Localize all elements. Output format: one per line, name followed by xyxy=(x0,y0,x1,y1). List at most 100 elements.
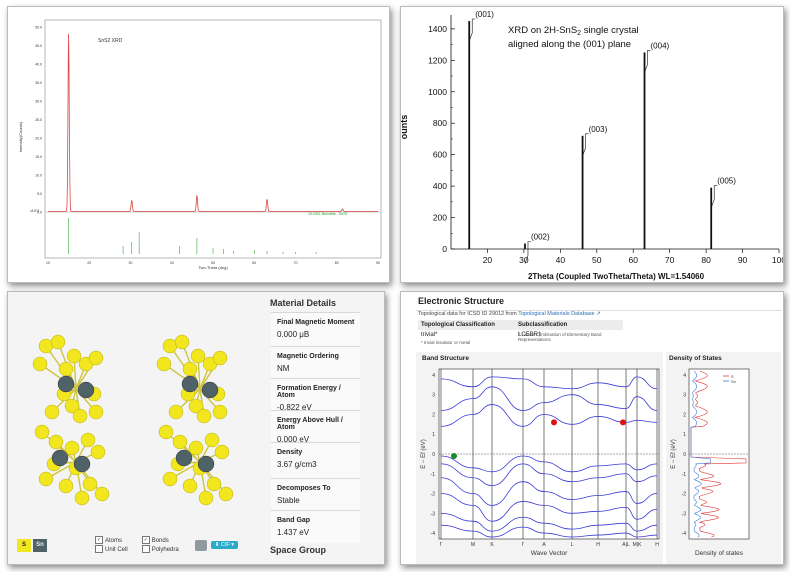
peak-bar xyxy=(524,243,526,249)
xrd-ytick: 15.0 xyxy=(35,155,42,159)
energy-band xyxy=(440,512,658,532)
atoms-toggle[interactable]: ✓ Atoms xyxy=(95,536,123,545)
chart-title-line2: aligned along the (001) plane xyxy=(508,39,631,50)
y-axis-label: ounts xyxy=(401,115,409,140)
atoms-checkbox[interactable]: ✓ xyxy=(95,536,103,545)
band-ytick: 1 xyxy=(432,432,435,438)
y-tick-label: 400 xyxy=(433,181,447,191)
dos-ytick: 2 xyxy=(683,412,686,418)
peak-label: (001) xyxy=(475,10,494,19)
property-label: Energy Above Hull / Atom xyxy=(277,417,343,431)
property-value: NM xyxy=(277,364,290,373)
sulfur-atom xyxy=(158,424,174,440)
peak-leader-line xyxy=(524,241,531,264)
energy-band xyxy=(440,386,658,411)
energy-band xyxy=(440,477,658,506)
sulfur-atom xyxy=(188,440,204,456)
sulfur-atom xyxy=(64,440,80,456)
crystal-structure-viewer[interactable] xyxy=(10,294,265,534)
k-point-label: Γ xyxy=(522,542,525,548)
sulfur-atom xyxy=(188,398,204,414)
sulfur-atom xyxy=(162,471,178,487)
energy-band xyxy=(440,524,658,538)
polyhedra-toggle[interactable]: Polyhedra xyxy=(141,545,179,553)
peak-label: (004) xyxy=(651,41,670,50)
property-row: Final Magnetic Moment 0.000 μB xyxy=(271,312,360,347)
peak-bar xyxy=(581,135,584,249)
y-tick-label: 1400 xyxy=(428,24,447,34)
external-link-icon[interactable]: ↗ xyxy=(596,311,601,317)
electronic-structure-panel: Electronic Structure Topological data fo… xyxy=(400,291,784,565)
sulfur-atom xyxy=(34,424,50,440)
sulfur-atom xyxy=(206,476,222,492)
sulfur-atom xyxy=(64,398,80,414)
sulfur-atom xyxy=(44,404,60,420)
sulfur-atom xyxy=(198,490,214,506)
unit-cell-checkbox[interactable] xyxy=(95,545,103,553)
property-value: -0.822 eV xyxy=(277,403,312,412)
bonds-checkbox[interactable]: ✓ xyxy=(141,536,150,545)
print-3d-icon[interactable] xyxy=(194,539,207,551)
band-ytick: 4 xyxy=(432,373,435,379)
dos-xlabel: Density of states xyxy=(695,550,744,557)
bonds-toggle[interactable]: ✓ Bonds xyxy=(141,536,169,545)
sulfur-chip: S xyxy=(17,538,31,552)
y-tick-label: 800 xyxy=(433,118,447,128)
sulfur-atom xyxy=(58,478,74,494)
xrd-ytick: 40.0 xyxy=(35,63,42,67)
sulfur-atom xyxy=(90,444,106,460)
topo-class-value: trivial* xyxy=(421,332,438,338)
x-tick-label: 70 xyxy=(665,255,675,265)
sulfur-atom xyxy=(58,361,74,377)
electronic-structure-title: Electronic Structure xyxy=(418,296,505,306)
xrd-ytick: 30.0 xyxy=(35,100,42,104)
property-label: Band Gap xyxy=(277,517,311,524)
tin-atom xyxy=(51,449,69,467)
k-point-label: A|L xyxy=(622,542,630,548)
peak-bar xyxy=(468,21,471,249)
xrd-xlabel: Two-Theta (deg) xyxy=(198,265,228,270)
polyhedra-checkbox[interactable] xyxy=(141,545,150,553)
sulfur-atom xyxy=(88,404,104,420)
sulfur-atom xyxy=(182,361,198,377)
energy-band xyxy=(440,463,658,487)
sulfur-atom xyxy=(72,408,88,424)
k-point-label: H xyxy=(655,542,659,548)
dos-ytick: -2 xyxy=(682,492,687,498)
cif-download-button[interactable]: ⬇ CIF ▾ xyxy=(210,541,239,549)
band-xlabel: Wave Vector xyxy=(531,550,568,557)
subclass-value: LCEBR† xyxy=(518,332,542,338)
band-ytick: 0 xyxy=(432,452,435,458)
xrd-scale-note: x10^3 xyxy=(30,209,39,213)
peak-leader-line xyxy=(582,133,589,156)
sulfur-atom xyxy=(172,434,188,450)
xrd-xtick: 10 xyxy=(46,261,50,265)
band-structure-title: Band Structure xyxy=(422,355,469,362)
sulfur-atom xyxy=(74,490,90,506)
material-details-title: Material Details xyxy=(270,298,337,308)
xrd-pattern-chart: SnS2 XRD 15-0301 Berndtite - SnS2 x10^3 … xyxy=(18,19,382,270)
peak-leader-line xyxy=(644,50,651,73)
dos-ytick: -4 xyxy=(682,531,687,537)
energy-band xyxy=(440,493,658,522)
band-dos-plots: Band Structure Density of States Wave Ve… xyxy=(416,352,781,564)
dos-ylabel: E − Ef (eV) xyxy=(671,439,677,469)
sulfur-atom xyxy=(32,356,48,372)
sulfur-atom xyxy=(38,471,54,487)
note-lcebr: † Linear Combination of Elementary Band … xyxy=(518,332,602,342)
property-value: 1.437 eV xyxy=(277,528,310,537)
topological-db-link[interactable]: Topological Materials Database xyxy=(518,311,595,317)
sulfur-atom xyxy=(82,476,98,492)
sulfur-atom xyxy=(204,432,220,448)
sulfur-atom xyxy=(94,486,110,502)
k-point-label: H xyxy=(596,542,600,548)
sulfur-atom xyxy=(174,334,190,350)
vbm-marker xyxy=(451,452,457,459)
k-point-label: A xyxy=(542,542,546,548)
xrd-ytick: 25.0 xyxy=(35,118,42,122)
unit-cell-toggle[interactable]: Unit Cell xyxy=(95,545,128,553)
property-row: Band Gap 1.437 eV xyxy=(271,510,360,543)
k-point-label: L xyxy=(571,542,574,548)
x-tick-label: 50 xyxy=(592,255,602,265)
property-row: Formation Energy / Atom -0.822 eV xyxy=(271,378,360,412)
